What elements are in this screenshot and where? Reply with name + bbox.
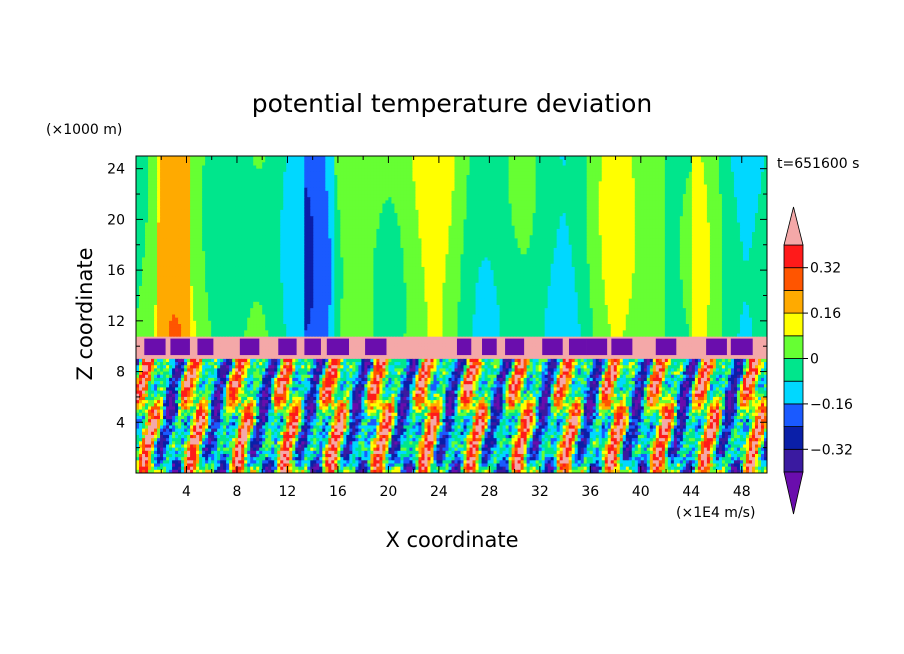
heatmap-field bbox=[136, 156, 768, 474]
y-unit-label: (×1000 m) bbox=[46, 122, 122, 138]
time-label: t=651600 s bbox=[777, 156, 859, 172]
chart-title: potential temperature deviation bbox=[252, 89, 652, 118]
